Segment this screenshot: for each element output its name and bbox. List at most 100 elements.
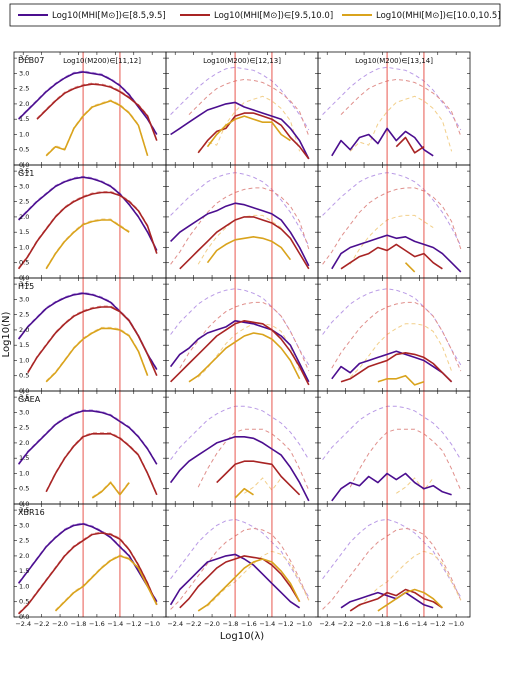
y-tick-label: 2.0 (19, 439, 29, 447)
panel-h15-2 (317, 277, 471, 392)
y-tick-label: 0.5 (19, 146, 29, 154)
y-tick-label: 0.5 (19, 372, 29, 380)
dashed-reference-red (188, 78, 310, 137)
dashed-reference-red (18, 531, 158, 614)
panel-xbr16-1: −2.4 −2.2 −2.0 −1.8 −1.6 −1.4 −1.2 −1.0 (165, 503, 319, 628)
y-tick-label: 1.0 (19, 469, 29, 477)
y-tick-label: 1.5 (19, 115, 29, 123)
dashed-reference-purple (18, 70, 158, 134)
y-tick-label: 2.0 (19, 100, 29, 108)
series-line-gold (188, 332, 301, 383)
column-label-2: Log10(M200)∈[13,14] (355, 57, 433, 65)
x-tick-label: −2.4 (15, 620, 31, 628)
dashed-reference-purple (322, 66, 462, 131)
series-line-red (179, 555, 301, 609)
dashed-reference-gold (396, 477, 434, 494)
series-line-gold (206, 115, 291, 148)
y-tick-label: 1.0 (19, 582, 29, 590)
x-tick-label: −2.0 (204, 620, 220, 628)
legend-label-gold: Log10(MHI[M⊙])∈[10.0,10.5] (376, 11, 501, 21)
y-tick-label: 1.5 (19, 228, 29, 236)
x-tick-label: −1.6 (241, 620, 257, 628)
series-line-gold (404, 262, 416, 273)
x-axis-label: Log10(λ) (220, 631, 264, 642)
series-line-gold (197, 558, 301, 612)
dashed-reference-red (27, 305, 158, 375)
y-tick-label: 3.0 (19, 521, 29, 529)
dashed-reference-gold (45, 99, 149, 156)
dashed-reference-red (322, 527, 462, 610)
x-tick-label: −1.0 (296, 620, 312, 628)
row-label-gaea: GAEA (18, 395, 41, 404)
y-tick-label: 3.5 (19, 506, 29, 514)
y-tick-label: 2.5 (19, 198, 29, 206)
series-line-red (349, 588, 443, 612)
series-line-gold (377, 588, 443, 612)
series-line-gold (234, 487, 254, 499)
x-tick-label: −2.2 (338, 620, 354, 628)
series-line-purple (331, 472, 452, 502)
panel-g11-1 (165, 164, 319, 279)
dashed-reference-red (45, 432, 158, 494)
series-line-purple (331, 127, 434, 157)
dashed-reference-red (170, 187, 310, 265)
series-line-red (45, 433, 158, 496)
series-line-purple (331, 234, 462, 273)
dashed-reference-red (349, 428, 462, 491)
series-line-red (27, 306, 158, 377)
y-tick-label: 0.5 (19, 259, 29, 267)
dashed-reference-gold (349, 95, 453, 152)
series-line-purple (169, 320, 310, 383)
series-line-gold (54, 555, 158, 612)
y-tick-label: 0.5 (19, 485, 29, 493)
dashed-reference-red (18, 191, 158, 269)
x-tick-label: −2.4 (167, 620, 183, 628)
dashed-reference-purple (322, 405, 462, 461)
y-tick-label: 2.5 (19, 537, 29, 545)
dashed-reference-gold (197, 214, 282, 265)
series-line-red (395, 136, 425, 154)
x-tick-label: −2.2 (186, 620, 202, 628)
y-tick-label: 1.0 (19, 356, 29, 364)
y-tick-label: 2.5 (19, 311, 29, 319)
y-tick-label: 3.5 (19, 280, 29, 288)
y-tick-label: 3.5 (19, 167, 29, 175)
row-label-dlb07: DLB07 (18, 56, 44, 65)
dashed-reference-gold (359, 550, 462, 607)
y-tick-label: 3.0 (19, 69, 29, 77)
y-tick-label: 3.5 (19, 54, 29, 62)
dashed-reference-purple (170, 172, 310, 247)
y-tick-label: 3.0 (19, 295, 29, 303)
y-tick-label: 2.0 (19, 552, 29, 560)
dashed-reference-gold (197, 95, 301, 152)
series-line-red (179, 216, 310, 270)
column-label-0: Log10(M200)∈[11,12] (63, 57, 141, 65)
legend: Log10(MHI[M⊙])∈[8.5,9.5] Log10(MHI[M⊙])∈[… (9, 3, 501, 27)
x-tick-label: −2.0 (356, 620, 372, 628)
row-label-h15: H15 (18, 282, 34, 291)
y-tick-label: 2.5 (19, 85, 29, 93)
panel-xbr16-2: −2.4 −2.2 −2.0 −1.8 −1.6 −1.4 −1.2 −1.0 (317, 503, 471, 628)
x-tick-label: −1.4 (107, 620, 123, 628)
x-tick-label: −2.4 (319, 620, 335, 628)
x-tick-label: −1.8 (375, 620, 391, 628)
series-line-purple (169, 553, 301, 609)
dashed-reference-gold (45, 326, 149, 382)
x-tick-label: −2.2 (34, 620, 50, 628)
dashed-reference-red (331, 301, 462, 372)
y-tick-label: 2.5 (19, 424, 29, 432)
dashed-reference-purple (18, 291, 158, 369)
dashed-reference-gold (55, 554, 158, 611)
legend-label-red: Log10(MHI[M⊙])∈[9.5,10.0] (214, 11, 333, 21)
dashed-reference-purple (322, 172, 462, 247)
y-tick-label: 3.0 (19, 408, 29, 416)
y-tick-label: 1.0 (19, 130, 29, 138)
dashed-reference-purple (170, 288, 310, 366)
series-line-purple (17, 410, 158, 465)
panel-h15-1 (165, 277, 319, 392)
panel-dlb07-1: Log10(M200)∈[12,13] (165, 51, 319, 166)
dashed-reference-purple (322, 288, 462, 366)
